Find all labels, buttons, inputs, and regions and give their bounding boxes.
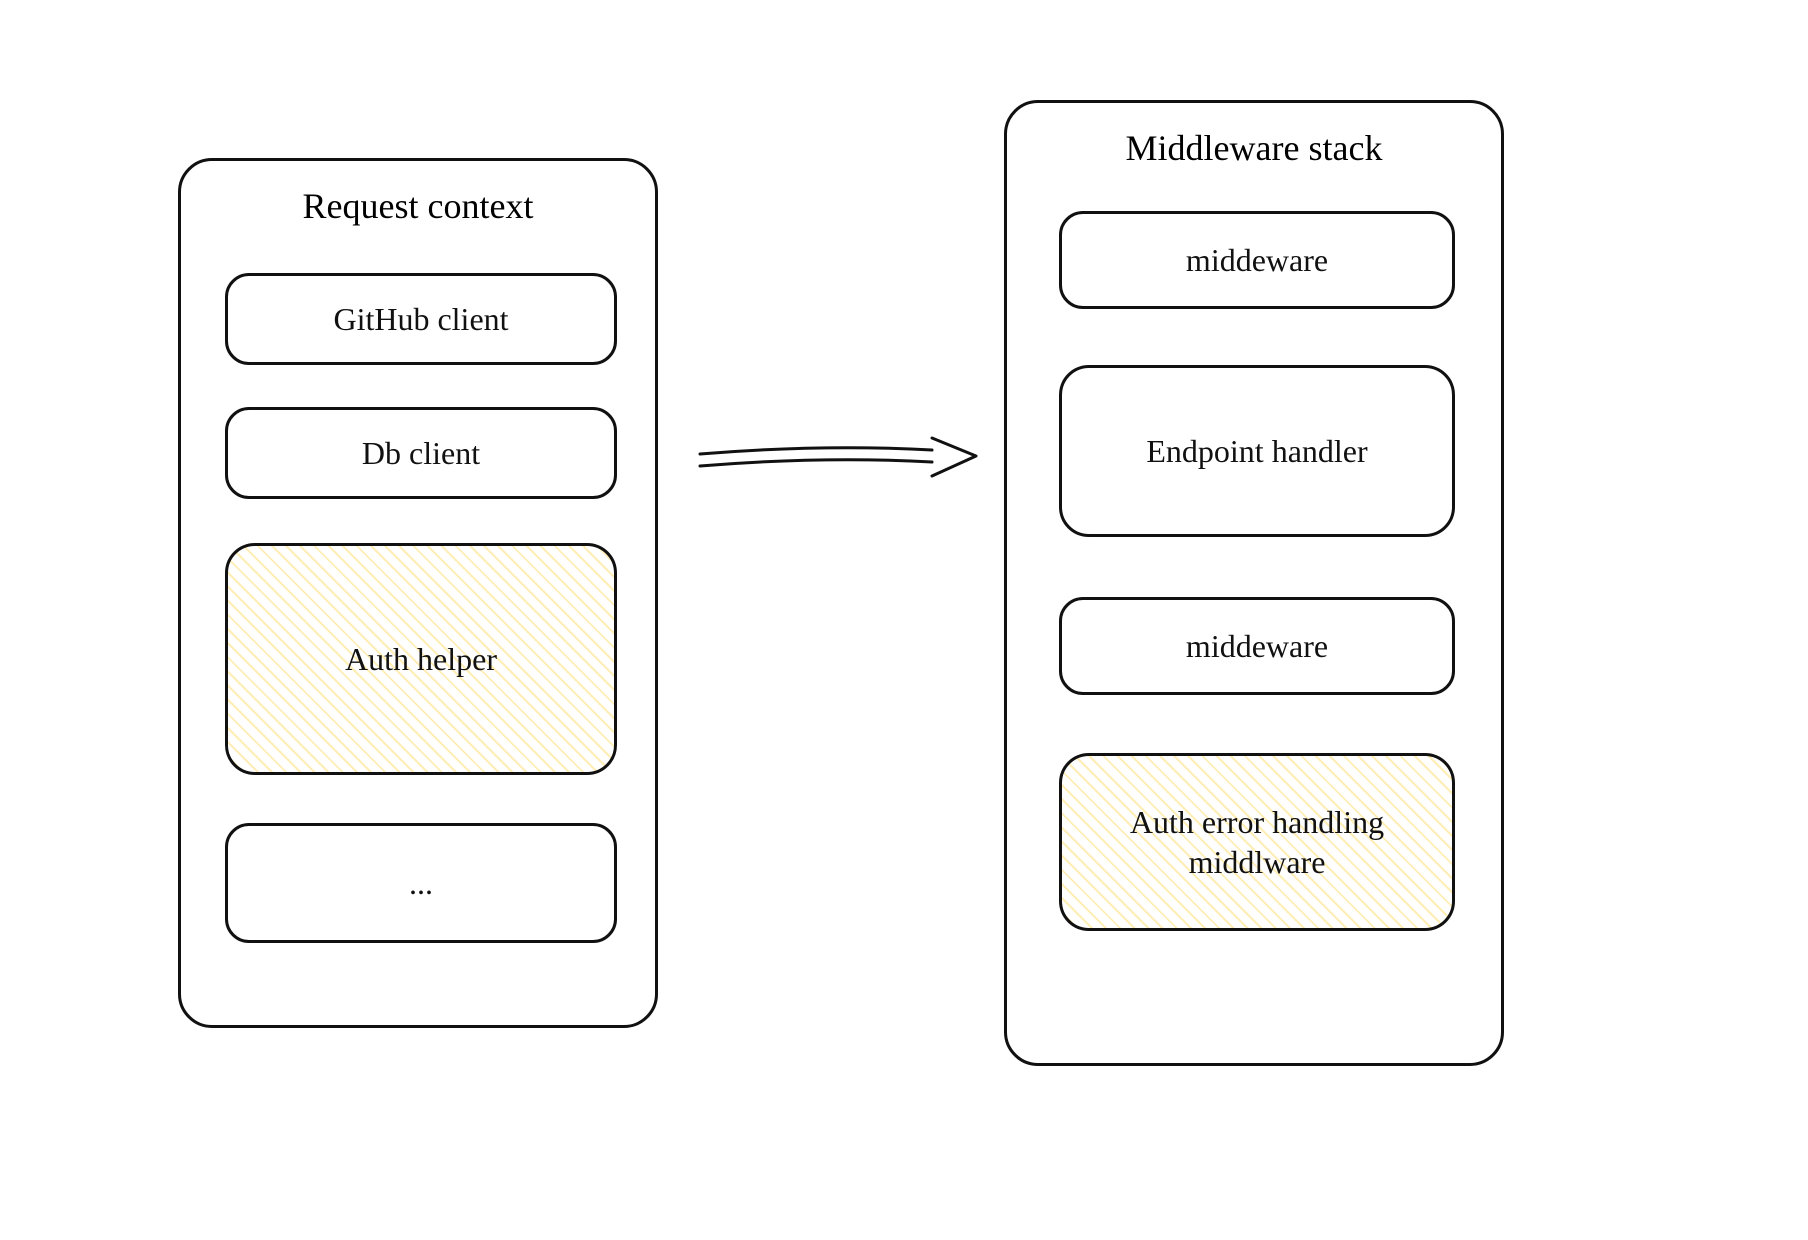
container-title-request-context: Request context	[181, 185, 655, 227]
diagram-canvas: Request context GitHub client Db client …	[0, 0, 1808, 1240]
item-label: Auth error handling middlware	[1080, 802, 1434, 882]
item-ellipsis: ...	[225, 823, 617, 943]
item-middleware-2: middeware	[1059, 597, 1455, 695]
item-endpoint-handler: Endpoint handler	[1059, 365, 1455, 537]
container-title-middleware-stack: Middleware stack	[1007, 127, 1501, 169]
item-label: ...	[409, 863, 433, 903]
container-request-context: Request context GitHub client Db client …	[178, 158, 658, 1028]
container-middleware-stack: Middleware stack middeware Endpoint hand…	[1004, 100, 1504, 1066]
item-auth-error-middleware: Auth error handling middlware	[1059, 753, 1455, 931]
item-github-client: GitHub client	[225, 273, 617, 365]
item-label: Db client	[362, 433, 480, 473]
item-label: GitHub client	[333, 299, 508, 339]
item-label: middeware	[1186, 240, 1328, 280]
item-label: Auth helper	[345, 639, 497, 679]
arrow-request-to-middleware	[692, 398, 982, 518]
item-middleware-1: middeware	[1059, 211, 1455, 309]
item-auth-helper: Auth helper	[225, 543, 617, 775]
item-db-client: Db client	[225, 407, 617, 499]
item-label: middeware	[1186, 626, 1328, 666]
arrow-icon	[692, 398, 982, 518]
item-label: Endpoint handler	[1146, 431, 1367, 471]
